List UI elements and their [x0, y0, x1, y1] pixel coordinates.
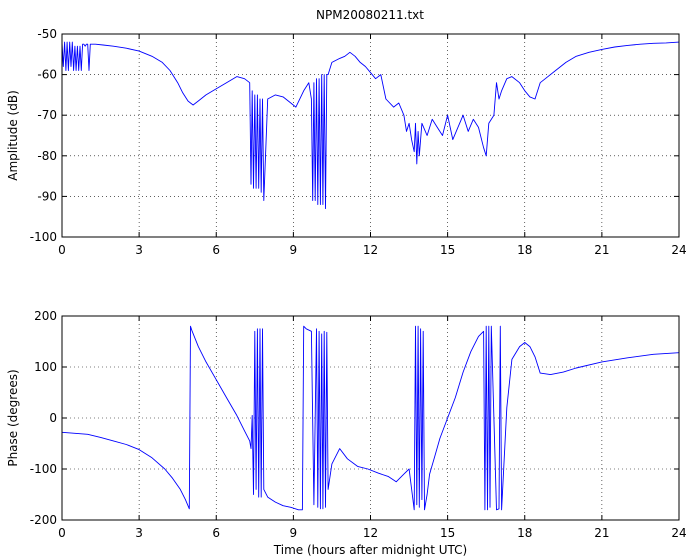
amplitude-ticks: 0 3 6 9 12 15 18 21 24 -100 -90 -80 -70 -60 -50	[30, 27, 687, 257]
phase-xtick-label-4: 12	[363, 526, 378, 540]
phase-xtick-label-5: 15	[440, 526, 455, 540]
phase-series	[61, 325, 680, 511]
phase-ytick-label-3: 100	[34, 360, 57, 374]
phase-xtick-label-6: 18	[517, 526, 532, 540]
amplitude-xtick-label-5: 15	[440, 243, 455, 257]
amplitude-grid	[62, 34, 679, 237]
phase-grid	[62, 316, 679, 520]
amplitude-subplot: 0 3 6 9 12 15 18 21 24 -100 -90 -80 -70 -60 -50 Amplit…	[6, 27, 687, 257]
amplitude-xtick-label-7: 21	[594, 243, 609, 257]
phase-ytick-label-0: -200	[30, 513, 57, 527]
phase-xlabel: Time (hours after midnight UTC)	[273, 543, 467, 557]
amplitude-ytick-label-2: -80	[37, 149, 57, 163]
chart-title: NPM20080211.txt	[316, 8, 424, 22]
phase-ytick-label-4: 200	[34, 309, 57, 323]
phase-xtick-label-8: 24	[671, 526, 686, 540]
phase-subplot: 0 3 6 9 12 15 18 21 24 -200 -100 0 100 200 Phase (deg…	[6, 309, 687, 557]
amplitude-ytick-label-0: -100	[30, 230, 57, 244]
amplitude-xtick-label-1: 3	[135, 243, 143, 257]
amplitude-ytick-label-1: -90	[37, 189, 57, 203]
amplitude-xtick-label-2: 6	[212, 243, 220, 257]
amplitude-series-line-0	[61, 41, 680, 210]
phase-xtick-label-2: 6	[212, 526, 220, 540]
amplitude-ylabel: Amplitude (dB)	[6, 90, 20, 181]
amplitude-xtick-label-8: 24	[671, 243, 686, 257]
phase-xtick-label-0: 0	[58, 526, 66, 540]
phase-xtick-label-1: 3	[135, 526, 143, 540]
amplitude-ytick-label-4: -60	[37, 68, 57, 82]
phase-series-line-0	[61, 325, 680, 511]
phase-ylabel: Phase (degrees)	[6, 369, 20, 466]
amplitude-xtick-label-0: 0	[58, 243, 66, 257]
amplitude-series	[61, 41, 680, 210]
amplitude-ytick-label-3: -70	[37, 108, 57, 122]
amplitude-xtick-label-6: 18	[517, 243, 532, 257]
phase-ticks: 0 3 6 9 12 15 18 21 24 -200 -100 0 100 200	[30, 309, 687, 540]
amplitude-xtick-label-3: 9	[290, 243, 298, 257]
phase-xtick-label-7: 21	[594, 526, 609, 540]
amplitude-ytick-label-5: -50	[37, 27, 57, 41]
phase-xtick-label-3: 9	[290, 526, 298, 540]
phase-ytick-label-2: 0	[49, 411, 57, 425]
phase-ytick-label-1: -100	[30, 462, 57, 476]
amplitude-xtick-label-4: 12	[363, 243, 378, 257]
